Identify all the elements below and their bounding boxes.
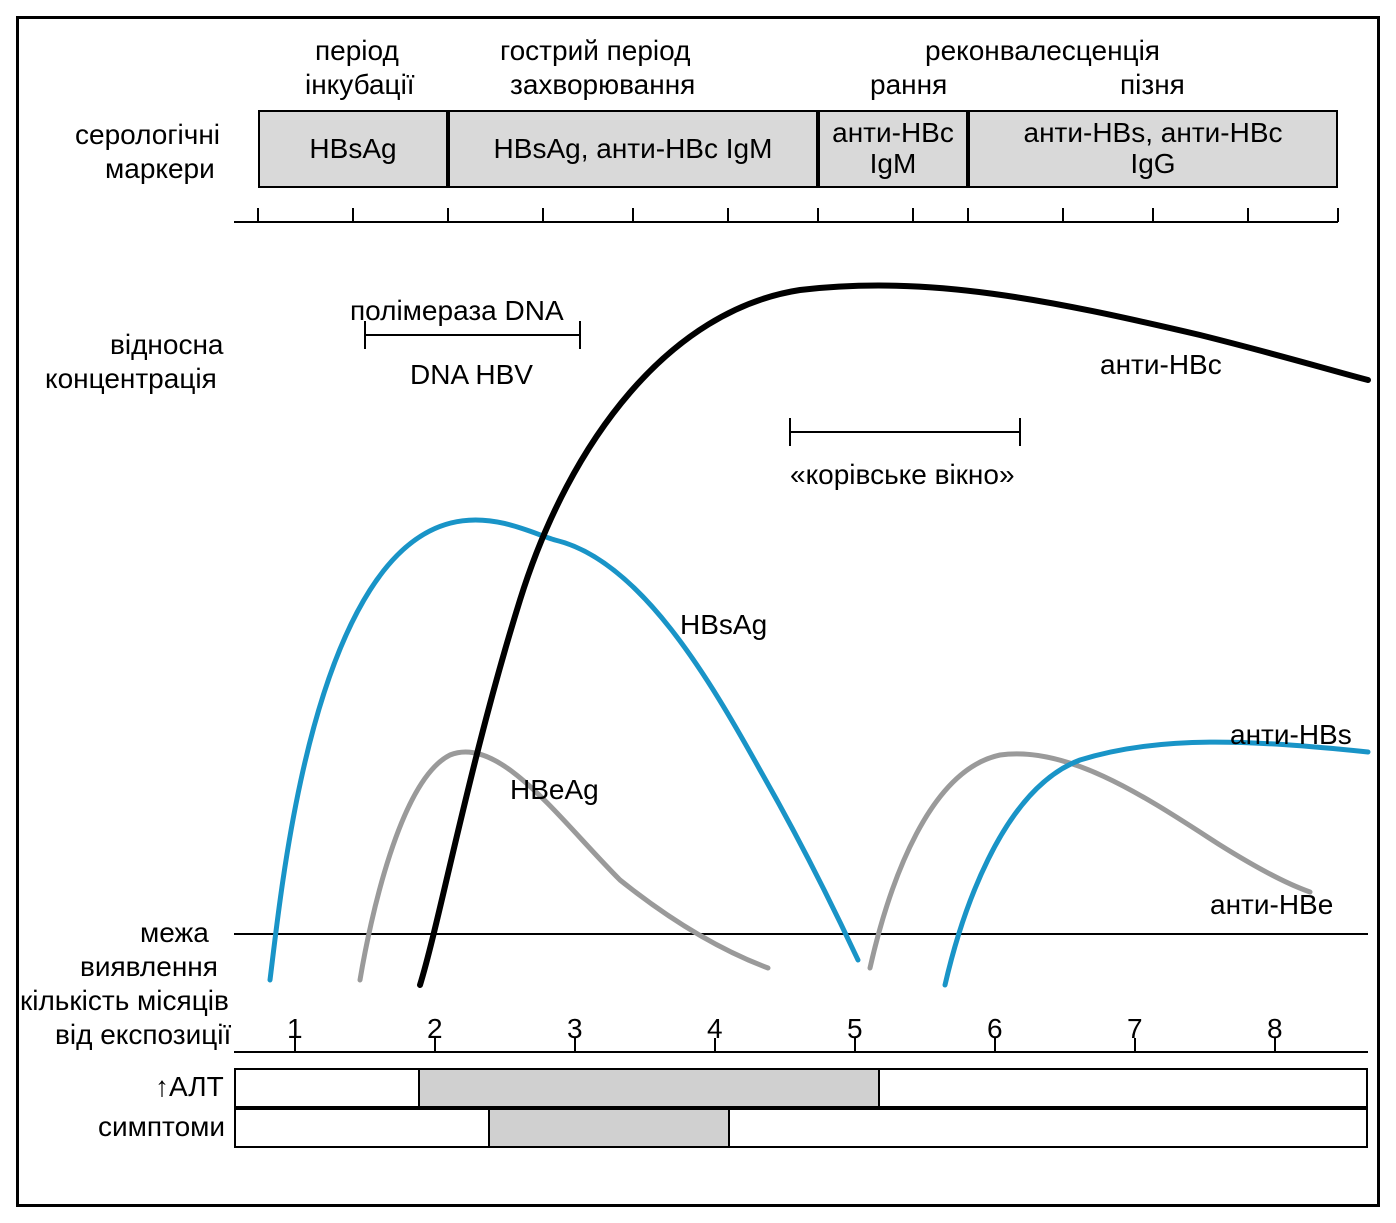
x-tick-1: 1 xyxy=(287,1014,303,1045)
x-tick-3: 3 xyxy=(567,1014,583,1045)
interval-label-bottom-0: DNA HBV xyxy=(410,360,533,391)
x-tick-4: 4 xyxy=(707,1014,723,1045)
diagram-frame: періодінкубаціїгострий періодзахворюванн… xyxy=(0,0,1396,1223)
curve-label-anti_HBc: анти-HBc xyxy=(1100,350,1222,381)
x-tick-7: 7 xyxy=(1127,1014,1143,1045)
curve-label-anti_HBs: анти-HBs xyxy=(1230,720,1352,751)
curve-label-anti_HBe: анти-HBe xyxy=(1210,890,1333,921)
interval-label-bottom-1: «корівське вікно» xyxy=(790,460,1015,491)
x-tick-8: 8 xyxy=(1267,1014,1283,1045)
x-tick-2: 2 xyxy=(427,1014,443,1045)
curve-label-HBsAg: HBsAg xyxy=(680,610,767,641)
curve-label-HBeAg: HBeAg xyxy=(510,775,599,806)
interval-label-top-0: полімераза DNA xyxy=(350,296,564,327)
x-tick-5: 5 xyxy=(847,1014,863,1045)
x-tick-6: 6 xyxy=(987,1014,1003,1045)
